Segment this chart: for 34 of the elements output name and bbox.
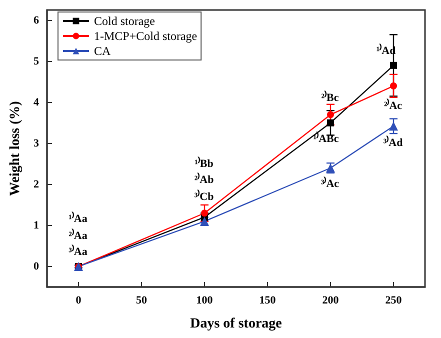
- legend-label: CA: [94, 44, 112, 58]
- annotation: ³⁾Ac: [320, 176, 340, 190]
- y-tick-label: 6: [34, 14, 40, 26]
- y-tick-label: 4: [34, 96, 40, 108]
- x-tick-label: 0: [76, 294, 82, 306]
- legend-label: Cold storage: [94, 14, 155, 28]
- legend-label: 1-MCP+Cold storage: [94, 29, 198, 43]
- point: [390, 62, 397, 69]
- point: [201, 210, 208, 217]
- point: [327, 119, 334, 126]
- y-tick-label: 3: [34, 137, 40, 150]
- y-tick-label: 1: [34, 219, 39, 232]
- y-tick-label: 5: [34, 55, 40, 68]
- annotation: ¹⁾Aa: [68, 211, 88, 225]
- annotation: ³⁾Cb: [194, 189, 214, 203]
- y-tick-label: 0: [34, 260, 40, 272]
- point: [390, 82, 397, 90]
- annotation: ²⁾Aa: [68, 228, 88, 242]
- annotation: ³⁾Ad: [383, 135, 403, 149]
- x-tick-label: 150: [259, 294, 276, 306]
- annotation: ²⁾Ab: [194, 172, 214, 186]
- annotation: ²⁾Bc: [321, 90, 339, 104]
- point: [389, 122, 398, 131]
- point: [327, 111, 334, 118]
- x-tick-label: 50: [136, 294, 148, 306]
- y-tick-label: 2: [34, 178, 40, 190]
- x-tick-label: 100: [196, 294, 214, 306]
- annotation: ³⁾Aa: [68, 244, 88, 258]
- x-axis-title: Days of storage: [190, 316, 282, 332]
- x-tick-label: 200: [322, 294, 340, 306]
- x-tick-label: 250: [385, 294, 402, 306]
- annotation: ¹⁾Bb: [194, 156, 214, 170]
- annotation: ²⁾Ac: [384, 98, 402, 112]
- y-axis-title: Weight loss (%): [8, 100, 24, 196]
